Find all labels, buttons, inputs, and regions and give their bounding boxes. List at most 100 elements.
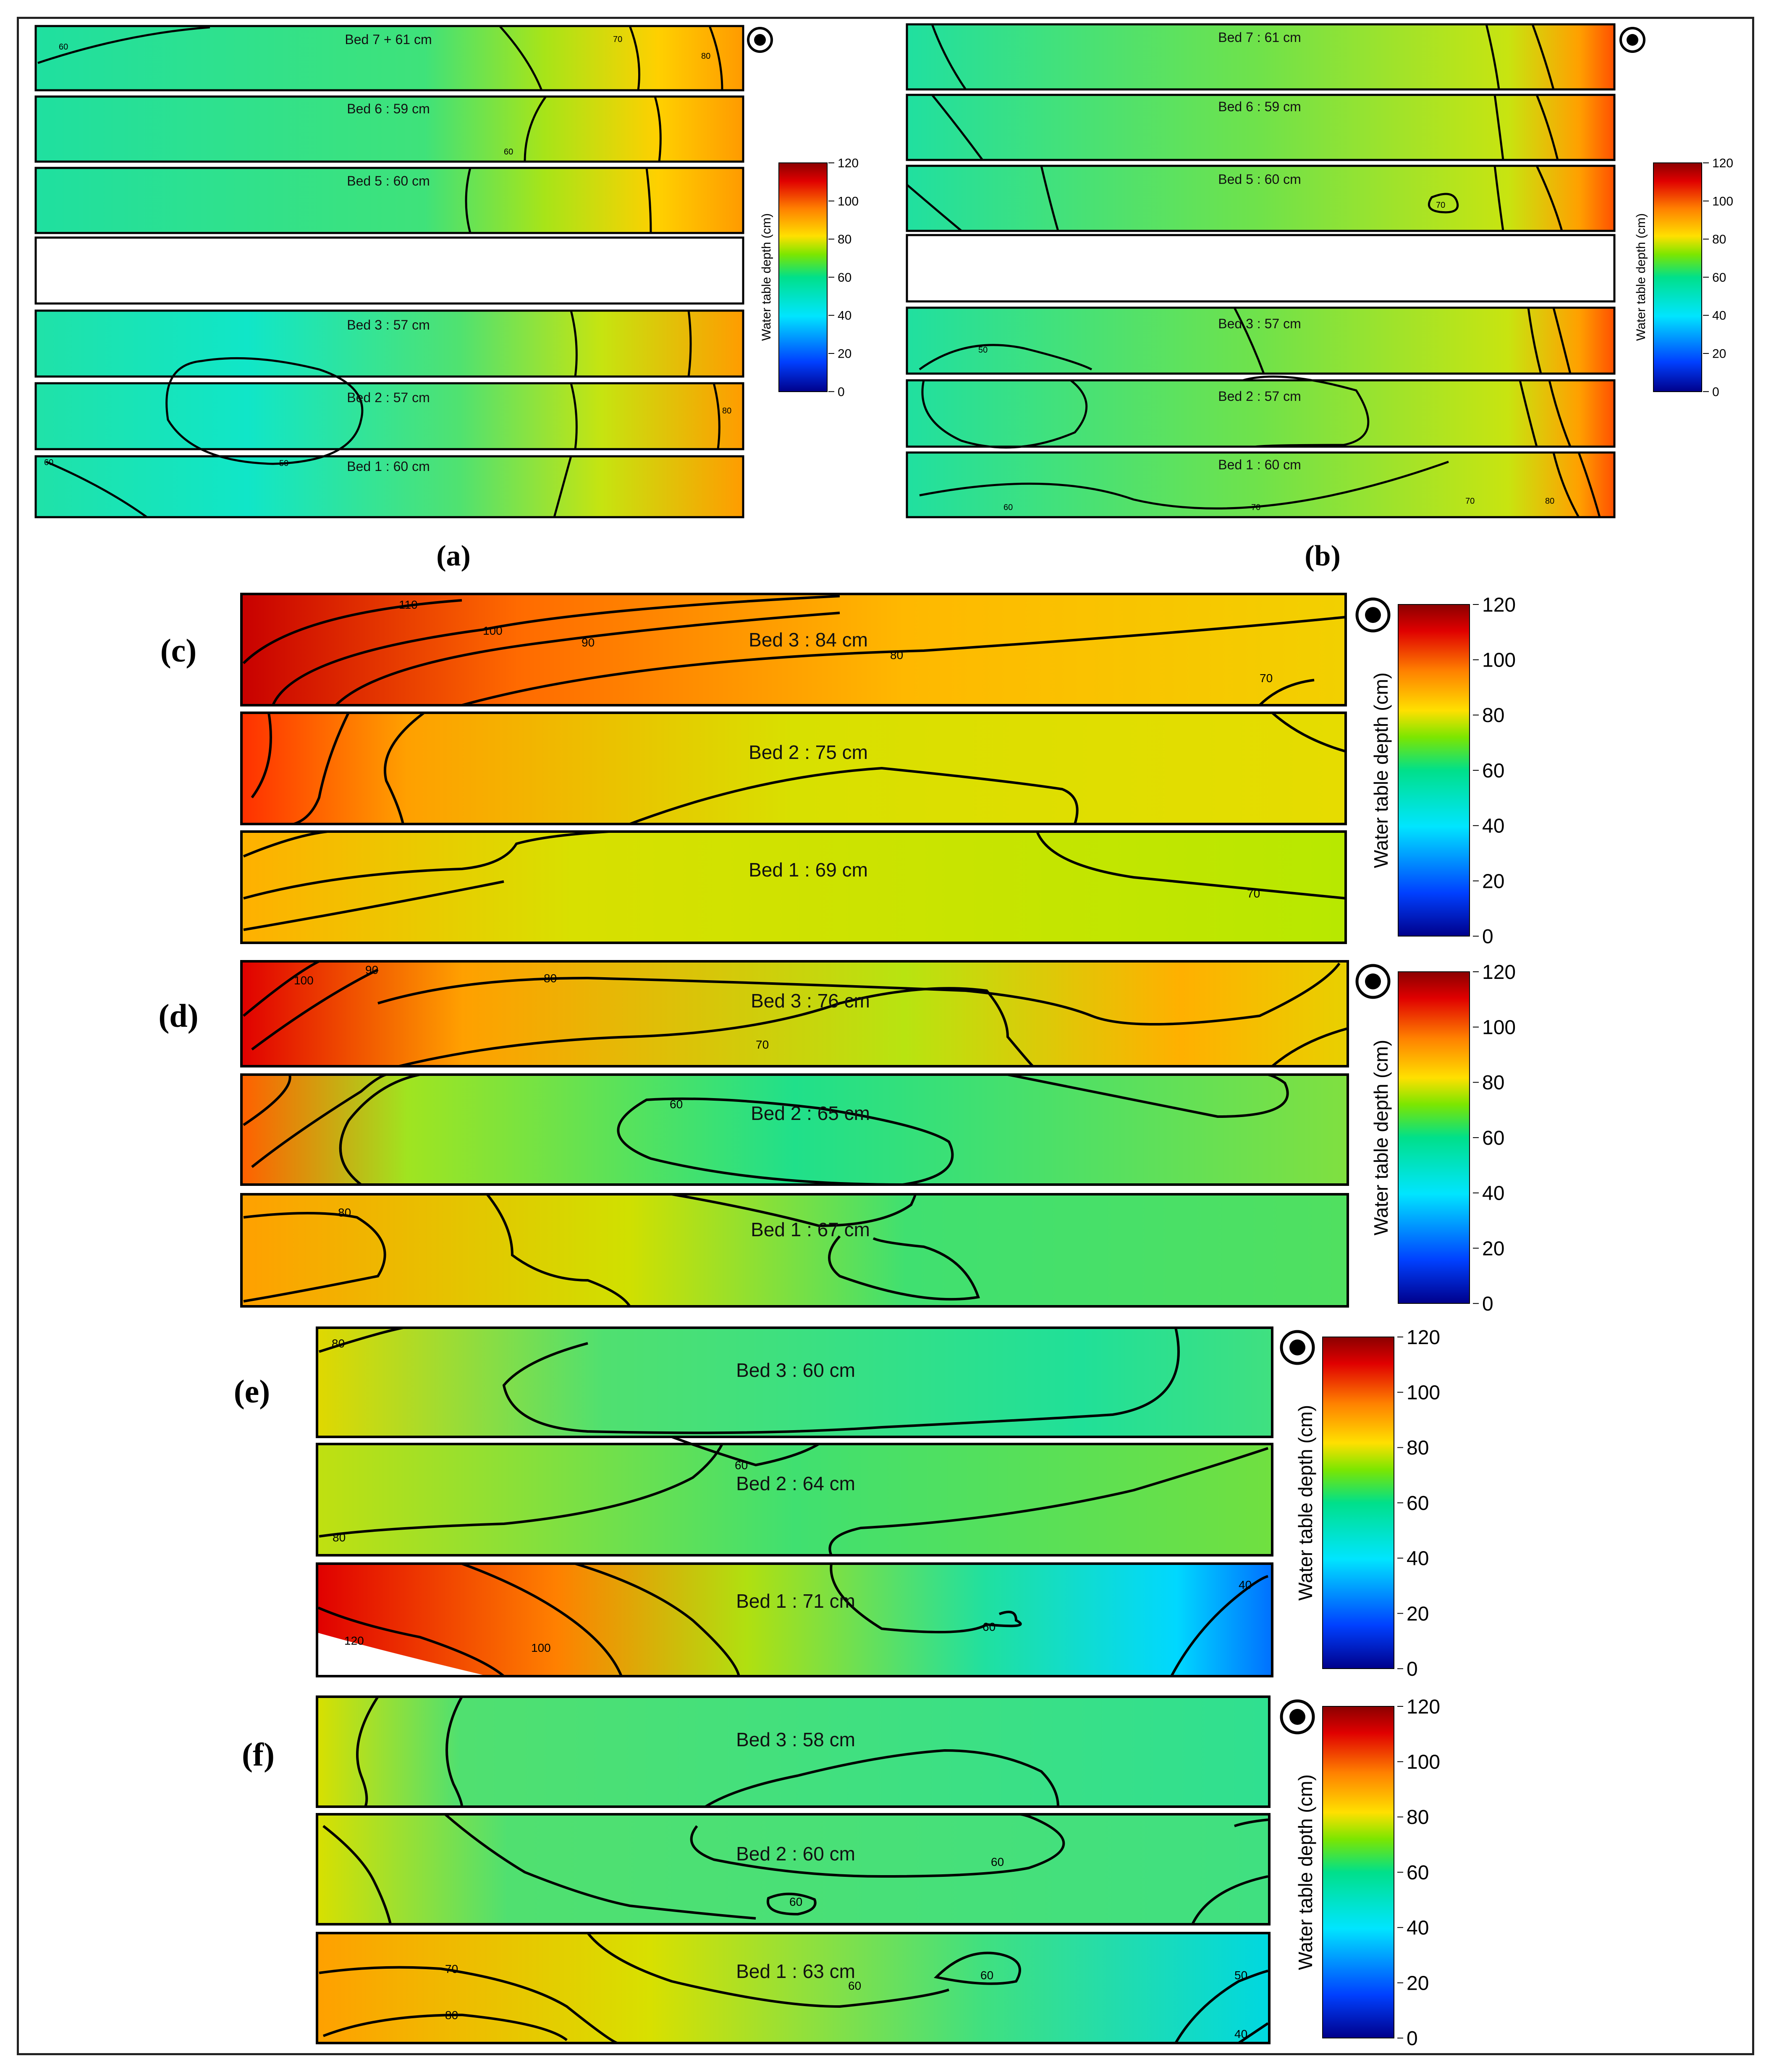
clabel-f-1: 60 — [789, 1895, 802, 1908]
bed-d2 — [240, 1073, 1349, 1186]
bed-label-d2: Bed 2 : 65 cm — [751, 1102, 870, 1124]
colorbar-title-d: Water table depth (cm) — [1370, 1040, 1392, 1235]
clabel-a-5: 80 — [722, 406, 731, 416]
colorbar-ab-b: Water table depth (cm) 120 100 80 60 40 20 0 — [1634, 157, 1733, 399]
bed-labels-f: Bed 3 : 58 cm Bed 2 : 60 cm Bed 1 : 63 c… — [736, 1729, 855, 1982]
colorbar-tick-label: 20 — [1712, 347, 1726, 361]
colorbar-tick-label: 100 — [1407, 1751, 1440, 1774]
bed-label-d3: Bed 3 : 76 cm — [751, 990, 870, 1012]
bed-label-a6: Bed 6 : 59 cm — [347, 101, 430, 116]
clabel-e-5: 60 — [982, 1620, 996, 1633]
colorbar-tick-label: 60 — [1407, 1862, 1429, 1884]
contour-labels-e: 80 60 80 120 100 60 40 — [332, 1337, 1252, 1654]
colorbar-tick-label: 60 — [1712, 271, 1726, 285]
panel-label-d: (d) — [158, 997, 199, 1034]
panel-c: Bed 3 : 84 cm Bed 2 : 75 cm Bed 1 : 69 c… — [240, 593, 1347, 944]
colorbar-tick-label: 120 — [1407, 1696, 1440, 1718]
bed-e1 — [316, 1562, 1273, 1677]
clabel-a-3: 50 — [279, 459, 288, 468]
panel-label-b: (b) — [1305, 540, 1341, 572]
clabel-d-0: 100 — [294, 974, 314, 987]
contours-f — [319, 1696, 1269, 2044]
colorbar-tick-label: 0 — [1482, 1293, 1493, 1315]
clabel-a-6: 60 — [44, 458, 53, 467]
colorbar-tick-label: 20 — [1482, 1237, 1504, 1260]
clabel-a-1: 70 — [613, 35, 622, 44]
clabel-a-0: 60 — [59, 42, 68, 52]
panel-e: Bed 3 : 60 cm Bed 2 : 64 cm Bed 1 : 71 c… — [316, 1326, 1273, 1677]
bed-label-e1: Bed 1 : 71 cm — [736, 1590, 855, 1612]
clabel-b-0: 70 — [1436, 201, 1445, 210]
colorbar-tick-label: 100 — [838, 194, 859, 208]
bed-label-c3: Bed 3 : 84 cm — [749, 629, 868, 651]
colorbar-tick-label: 20 — [1407, 1972, 1429, 1994]
colorbar-tick-label: 120 — [1407, 1326, 1440, 1349]
contour-labels-c: 110 100 90 80 70 70 — [399, 598, 1273, 900]
contour-labels-a: 60 70 80 50 60 80 60 — [44, 35, 731, 468]
clabel-c-5: 70 — [1247, 887, 1260, 900]
bed-label-e3: Bed 3 : 60 cm — [736, 1359, 855, 1381]
clabel-c-4: 70 — [1260, 672, 1273, 685]
clabel-e-0: 80 — [332, 1337, 345, 1350]
bed-d3 — [240, 960, 1349, 1067]
clabel-e-1: 60 — [735, 1459, 748, 1472]
clabel-d-4: 60 — [670, 1098, 683, 1111]
bed-labels-e: Bed 3 : 60 cm Bed 2 : 64 cm Bed 1 : 71 c… — [736, 1359, 855, 1612]
contour-labels-f: 60 60 70 80 60 60 50 40 — [445, 1855, 1247, 2041]
colorbar-tick-label: 80 — [1712, 233, 1726, 246]
colorbar-tick-label: 120 — [1482, 961, 1516, 984]
contours-c — [242, 595, 1346, 931]
bed-labels-d: Bed 3 : 76 cm Bed 2 : 65 cm Bed 1 : 67 c… — [751, 990, 870, 1240]
bed-label-f1: Bed 1 : 63 cm — [736, 1960, 855, 1982]
bed-label-d1: Bed 1 : 67 cm — [751, 1219, 870, 1240]
bed-label-a5: Bed 5 : 60 cm — [347, 173, 430, 188]
bed-a3 — [34, 309, 744, 378]
bed-label-a3: Bed 3 : 57 cm — [347, 317, 430, 332]
bed-e3 — [316, 1326, 1273, 1438]
clabel-a-4: 60 — [504, 147, 513, 157]
clabel-b-3: 70 — [1251, 503, 1260, 512]
bed-a4-empty — [34, 236, 744, 305]
colorbar-d: Water table depth (cm) 120 100 80 60 40 20 0 — [1370, 961, 1516, 1315]
clabel-f-4: 60 — [848, 1979, 861, 1992]
colorbar-tick-label: 40 — [1482, 1183, 1504, 1205]
colorbar-title-b: Water table depth (cm) — [1634, 213, 1648, 341]
north-arrow-icon — [747, 27, 1645, 1735]
colorbar-c: Water table depth (cm) 120 100 80 60 40 20 0 — [1370, 594, 1516, 948]
colorbar-f: Water table depth (cm) 120 100 80 60 40 20 0 — [1294, 1696, 1440, 2050]
colorbar-tick-label: 60 — [1482, 1127, 1504, 1149]
colorbar-tick-label: 0 — [1712, 385, 1719, 399]
bed-f1 — [316, 1932, 1271, 2044]
colorbar-tick-label: 0 — [838, 385, 845, 399]
colorbar-tick-label: 120 — [838, 157, 859, 170]
clabel-d-1: 90 — [365, 963, 378, 976]
colorbar-tick-label: 40 — [838, 309, 851, 323]
panel-label-e: (e) — [233, 1373, 270, 1410]
colorbar-tick-label: 60 — [1482, 760, 1504, 782]
bed-a1 — [34, 455, 744, 518]
colorbar-tick-label: 60 — [838, 271, 851, 285]
clabel-f-3: 80 — [445, 2009, 458, 2022]
bed-label-b6: Bed 6 : 59 cm — [1218, 99, 1301, 114]
bed-f2 — [316, 1813, 1271, 1925]
panel-f: Bed 3 : 58 cm Bed 2 : 60 cm Bed 1 : 63 c… — [316, 1695, 1271, 2044]
bed-c3 — [240, 593, 1347, 706]
bed-labels-b: Bed 7 : 61 cm Bed 6 : 59 cm Bed 5 : 60 c… — [1218, 30, 1301, 472]
panel-b: Bed 7 : 61 cm Bed 6 : 59 cm Bed 5 : 60 c… — [906, 23, 1616, 518]
clabel-f-6: 50 — [1234, 1969, 1247, 1982]
colorbar-tick-label: 0 — [1407, 2028, 1418, 2050]
colorbar-tick-label: 40 — [1712, 309, 1726, 323]
colorbar-tick-label: 100 — [1712, 194, 1733, 208]
colorbar-tick-label: 40 — [1482, 815, 1504, 837]
colorbar-e: Water table depth (cm) 120 100 80 60 40 20 0 — [1294, 1326, 1440, 1680]
panel-label-c: (c) — [160, 632, 197, 669]
colorbar-tick-label: 40 — [1407, 1917, 1429, 1939]
colorbar-tick-label: 20 — [838, 347, 851, 361]
bed-a6 — [34, 95, 744, 163]
clabel-c-0: 110 — [399, 598, 418, 611]
clabel-c-3: 80 — [890, 649, 903, 662]
clabel-f-7: 40 — [1234, 2028, 1247, 2041]
clabel-c-2: 90 — [582, 636, 595, 649]
bed-label-a7: Bed 7 + 61 cm — [345, 32, 432, 47]
